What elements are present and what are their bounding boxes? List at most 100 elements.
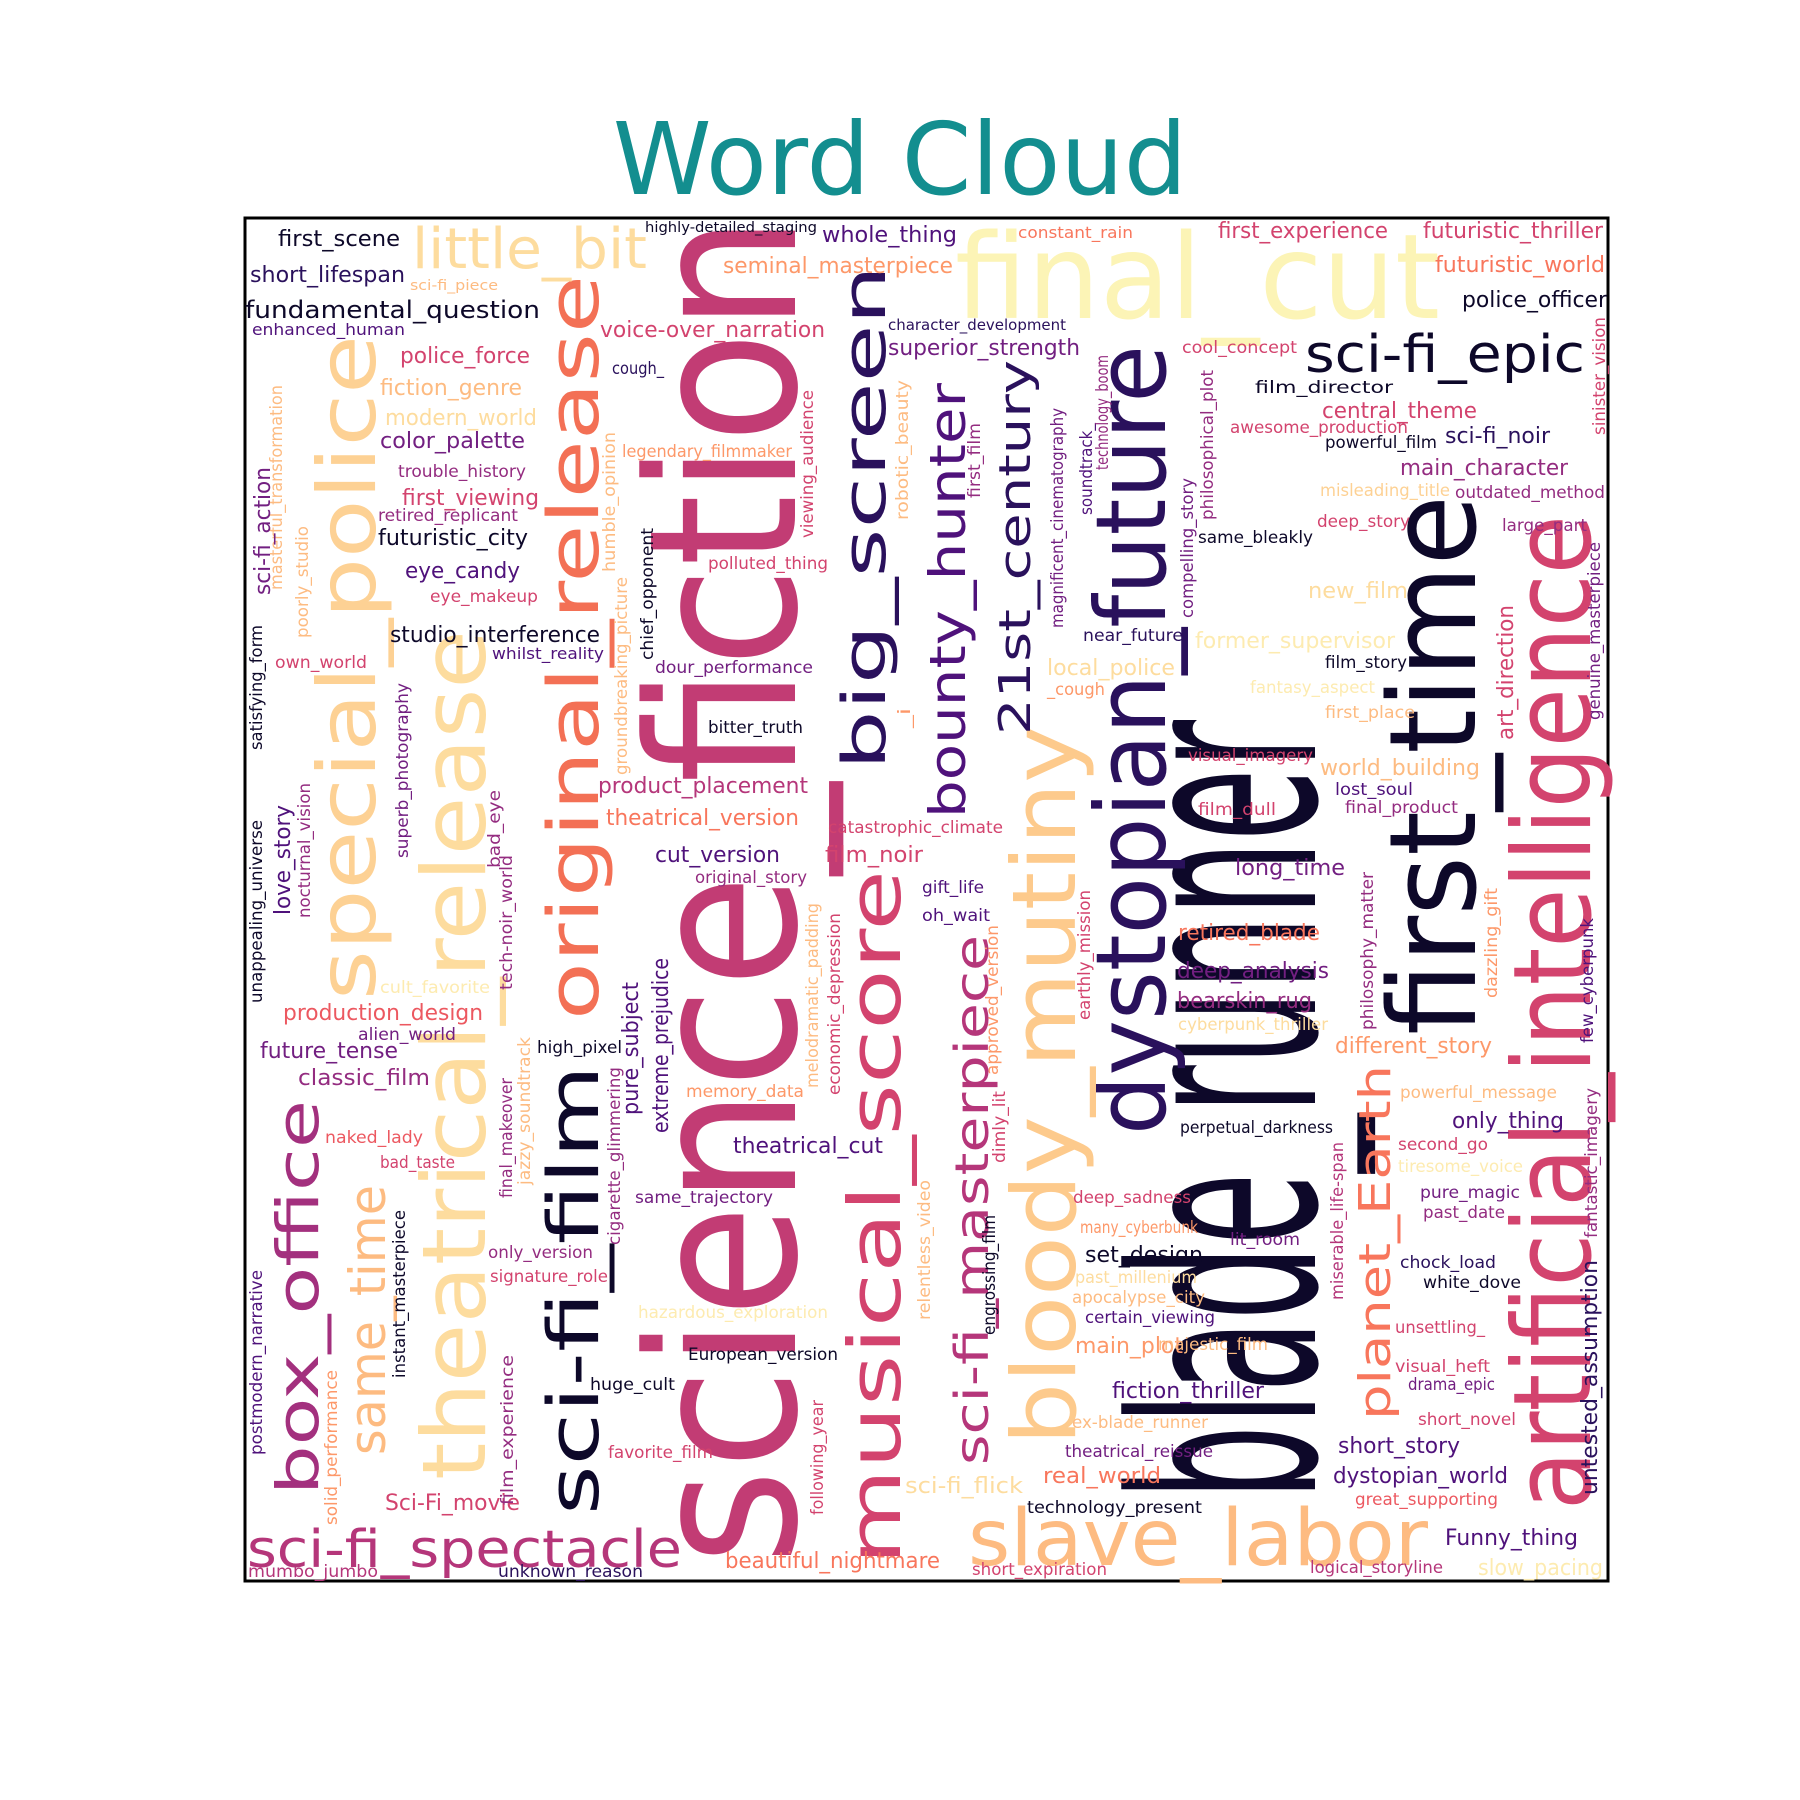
word-legendary-filmmaker: legendary_filmmaker [622,442,792,462]
word-hazardous-exploration: hazardous_exploration [638,1303,828,1323]
word-voice-over-narration: voice-over_narration [600,318,825,343]
word-compelling-story: compelling_story [1178,478,1198,618]
word-engrossing-film: engrossing_film [980,1215,1000,1335]
word-fantastic-imagery: fantastic_imagery [1582,1088,1602,1238]
word-outdated-method: outdated_method [1455,483,1605,503]
word-sci-fi-spectacle: sci-fi_spectacle [247,1520,682,1580]
word-film-director: film_director [1255,378,1393,398]
word-product-placement: product_placement [598,774,808,799]
word-same-bleakly: same_bleakly [1198,528,1313,548]
word-bad-taste: bad_taste [380,1153,455,1173]
word-science-fiction: science_fiction [606,215,844,1565]
word-slave-labor: slave_labor [968,1494,1429,1584]
word-film-noir: film_noir [825,843,924,868]
word-bounty-hunter: bounty_hunter [919,382,977,818]
word-character-development: character_development [888,316,1066,335]
word-final-product: final_product [1345,798,1458,818]
word-world-building: world_building [1320,756,1480,781]
cloud-frame [243,216,1610,1583]
word-classic-film: classic_film [298,1066,430,1091]
word-white-dove: white_dove [1423,1273,1521,1293]
word-mumbo-jumbo: mumbo_jumbo [248,1562,378,1582]
word-futuristic-world: futuristic_world [1435,253,1605,278]
word-box-office: box_office [264,1100,332,1495]
word-bad-eye: bad_eye [485,790,505,868]
word-same-time: same_time [339,1185,397,1455]
word-apocalypse-city: apocalypse_city [1072,1288,1205,1308]
word-future-tense: future_tense [260,1039,398,1064]
word-local-police: local_police [1047,656,1175,681]
word-naked-lady: naked_lady [325,1128,423,1148]
word-real-world: real_world [1043,1464,1161,1489]
word-past-millenium: past_millenium [1075,1268,1197,1288]
word-first-film: first_film [965,423,985,498]
word-dazzling-gift: dazzling_gift [1482,888,1502,998]
word-constant-rain: constant_rain [1018,223,1133,243]
word-original-story: original_story [695,868,807,888]
word-first-viewing: first_viewing [402,486,539,511]
word-same-trajectory: same_trajectory [635,1188,773,1208]
word-blade-runner: blade_runner [1079,720,1376,1500]
word-short-expiration: short_expiration [972,1560,1107,1580]
word-short-story: short_story [1338,1434,1460,1459]
word-sci-fi-flick: sci-fi_flick [905,1474,1023,1499]
word-fundamental-question: fundamental_question [245,296,540,324]
word-original-release: original_release [533,275,615,1020]
word-retired-blade: retired_blade [1178,921,1320,946]
word-bloody-mutiny: bloody_mutiny [993,725,1096,1445]
word-past-date: past_date [1423,1203,1505,1223]
word-production-design: production_design [283,1001,483,1026]
word-funny-thing: Funny_thing [1445,1526,1578,1551]
word-cigarette-glimmering: cigarette_glimmering [605,1067,625,1245]
word-satisfying-form: satisfying_form [247,625,267,750]
word-film-story: film_story [1325,653,1407,673]
word-theatrical-release: theatrical_release [403,630,506,1480]
word-cool-concept: cool_concept [1182,338,1297,358]
word-great-supporting: great_supporting [1355,1490,1498,1510]
word-fiction-thriller: fiction_thriller [1112,1379,1265,1404]
word-jazzy-soundtrack: jazzy_soundtrack [515,1037,535,1186]
word-oh-wait: oh_wait [922,906,990,926]
word-sci-fi-epic: sci-fi_epic [1305,325,1585,385]
word-color-palette: color_palette [380,429,525,454]
word-21st-century: 21st_century [990,360,1041,735]
word-magnificent-cinematography: magnificent_cinematography [1048,408,1068,628]
word-highly-detailed-staging: highly-detailed_staging [645,220,817,236]
word-huge-cult: huge_cult [590,1375,675,1395]
word-extreme-prejudice: extreme_prejudice [649,958,674,1133]
word-economic-depression: economic_depression [825,913,845,1095]
word-masterful-transformation: masterful_transformation [267,385,287,590]
word-deep-sadness: deep_sadness [1073,1188,1191,1208]
word-postmodern-narrative: postmodern_narrative [247,1270,267,1455]
word-lost-soul: lost_soul [1335,780,1413,800]
word-certain-viewing: certain_viewing [1085,1308,1215,1328]
word-former-supervisor: former_supervisor [1195,629,1396,654]
word-signature-role: signature_role [490,1267,608,1287]
word-alien-world: alien_world [358,1025,456,1045]
word-whole-thing: whole_thing [822,223,957,248]
word-many-cyberbunk: many_cyberbunk [1080,1218,1198,1238]
word-earthly-mission: earthly_mission [1075,890,1095,1020]
word-technology-present: technology_present [1027,1498,1202,1518]
word-main-character: main_character [1400,456,1569,481]
word-special-police: special_police [301,335,394,1000]
word-philosophy-matter: philosophy_matter [1358,872,1378,1030]
word-seminal-masterpiece: seminal_masterpiece [723,254,953,279]
word-visual-imagery: visual_imagery [1188,746,1313,766]
word-trouble-history: trouble_history [398,462,526,482]
word-pure-subject: pure_subject [619,982,644,1115]
word-chock-load: chock_load [1400,1253,1496,1273]
word-solid-performance: solid_performance [322,1370,342,1525]
word-group: blade_runner science_fiction first_timeart… [245,208,1616,1584]
word-visual-heft: visual_heft [1395,1357,1490,1377]
word-tech-noir-world: tech-noir_world [497,855,517,990]
word-fantasy-aspect: fantasy_aspect [1250,678,1375,698]
word-dystopian-world: dystopian_world [1333,1464,1508,1489]
word-deep-story: deep_story [1317,512,1410,532]
word-fiction-genre: fiction_genre [380,376,522,401]
word-musical-score: musical_score [833,870,917,1565]
word-genuine-masterpiece: genuine_masterpiece [1585,542,1605,720]
word-powerful-film: powerful_film [1325,433,1437,453]
word-european-version: European_version [688,1345,838,1365]
